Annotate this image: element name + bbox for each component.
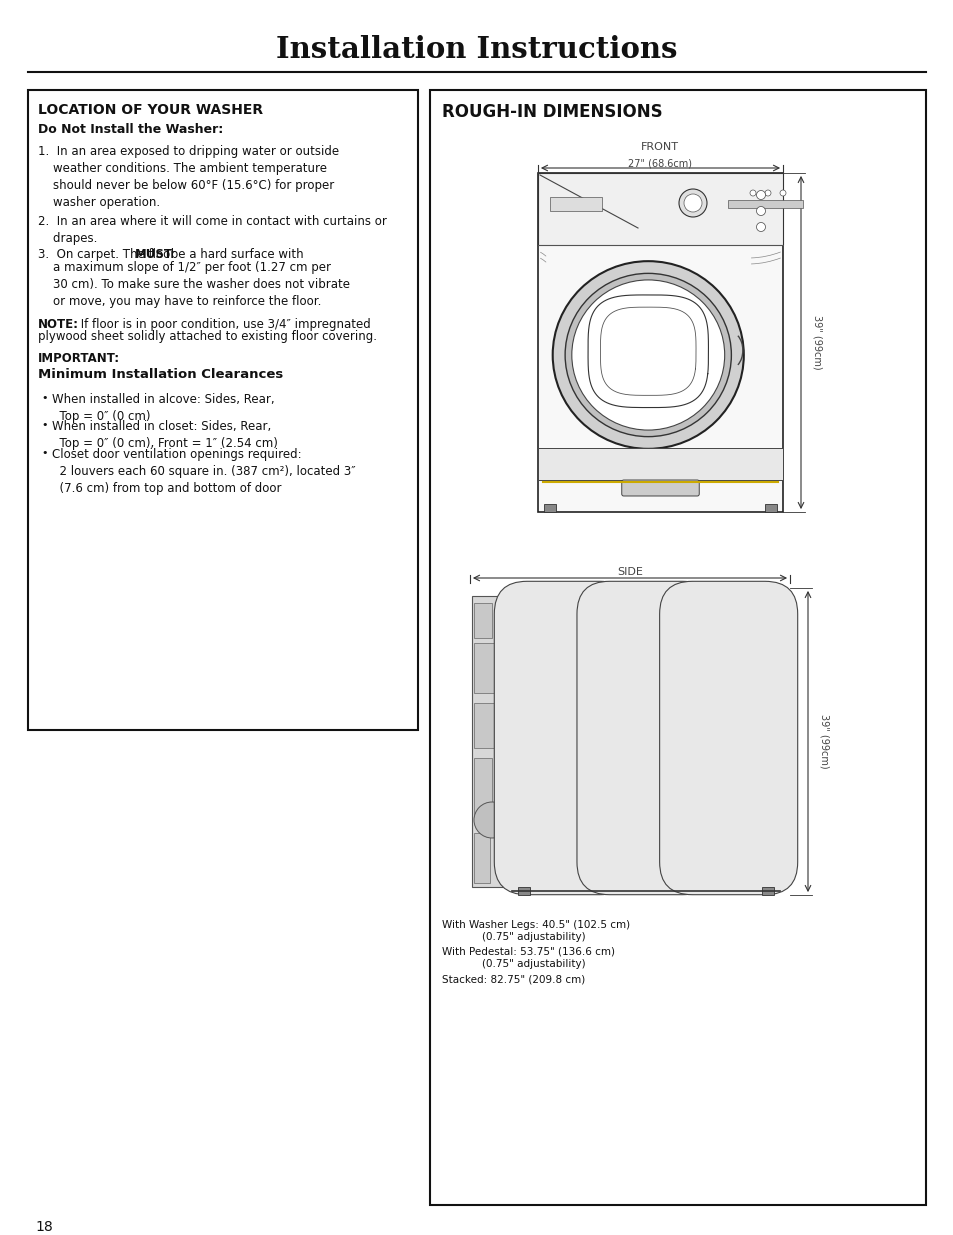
Ellipse shape [474,802,510,839]
Ellipse shape [780,190,785,196]
Text: When installed in closet: Sides, Rear,
  Top = 0″ (0 cm), Front = 1″ (2.54 cm): When installed in closet: Sides, Rear, T… [52,420,277,450]
Text: NOTE:: NOTE: [38,317,79,331]
Ellipse shape [756,206,764,215]
Ellipse shape [564,273,731,437]
Text: 2.  In an area where it will come in contact with curtains or
    drapes.: 2. In an area where it will come in cont… [38,215,387,245]
Bar [472,597,510,887]
Bar [517,887,530,895]
Text: ROUGH-IN DIMENSIONS: ROUGH-IN DIMENSIONS [441,103,662,121]
Ellipse shape [756,190,764,200]
Bar [474,703,494,748]
Bar [474,603,492,638]
Bar [537,448,782,480]
FancyBboxPatch shape [659,582,797,894]
Ellipse shape [756,222,764,231]
Text: 39" (99cm): 39" (99cm) [812,315,822,369]
Bar [764,504,776,513]
FancyBboxPatch shape [621,480,699,496]
Bar [727,200,802,207]
Ellipse shape [679,189,706,217]
Text: be a hard surface with: be a hard surface with [167,248,303,261]
Bar [28,90,417,730]
Text: 39" (99cm): 39" (99cm) [820,714,829,769]
Text: a maximum slope of 1/2″ per foot (1.27 cm per
    30 cm). To make sure the washe: a maximum slope of 1/2″ per foot (1.27 c… [38,261,350,308]
Text: 27" (68.6cm): 27" (68.6cm) [627,158,691,168]
Bar [537,173,782,513]
Bar [761,887,773,895]
Text: With Pedestal: 53.75" (136.6 cm): With Pedestal: 53.75" (136.6 cm) [441,947,615,957]
Ellipse shape [758,757,785,785]
Bar [512,597,780,887]
Text: FRONT: FRONT [640,142,679,152]
Text: When installed in alcove: Sides, Rear,
  Top = 0″ (0 cm): When installed in alcove: Sides, Rear, T… [52,393,274,424]
Ellipse shape [683,194,701,212]
Text: MUST: MUST [135,248,172,261]
Text: Do Not Install the Washer:: Do Not Install the Washer: [38,124,223,136]
FancyBboxPatch shape [494,582,632,894]
Text: 18: 18 [35,1220,52,1234]
Bar [537,173,782,245]
Text: Stacked: 82.75" (209.8 cm): Stacked: 82.75" (209.8 cm) [441,974,584,984]
Bar [543,504,556,513]
Ellipse shape [749,190,755,196]
Bar [430,90,925,1205]
Bar [474,832,490,883]
Text: •: • [41,448,48,458]
Bar [550,198,601,211]
Text: With Washer Legs: 40.5" (102.5 cm): With Washer Legs: 40.5" (102.5 cm) [441,920,630,930]
Text: Minimum Installation Clearances: Minimum Installation Clearances [38,368,283,382]
Text: 3.  On carpet. The floor: 3. On carpet. The floor [38,248,179,261]
Bar [474,758,492,818]
Bar [474,643,496,693]
Text: (0.75" adjustability): (0.75" adjustability) [481,960,585,969]
Text: 34.4" (87.3cm): 34.4" (87.3cm) [593,582,666,592]
Bar [761,597,781,887]
Text: Closet door ventilation openings required:
  2 louvers each 60 square in. (387 c: Closet door ventilation openings require… [52,448,355,495]
Text: plywood sheet solidly attached to existing floor covering.: plywood sheet solidly attached to existi… [38,330,376,343]
FancyBboxPatch shape [577,582,715,894]
Ellipse shape [571,280,724,430]
Ellipse shape [552,261,743,448]
Text: •: • [41,393,48,403]
Text: SIDE: SIDE [617,567,642,577]
Text: Installation Instructions: Installation Instructions [276,36,677,64]
Text: •: • [41,420,48,430]
Text: LOCATION OF YOUR WASHER: LOCATION OF YOUR WASHER [38,103,263,117]
Text: 1.  In an area exposed to dripping water or outside
    weather conditions. The : 1. In an area exposed to dripping water … [38,144,338,209]
Text: If floor is in poor condition, use 3/4″ impregnated: If floor is in poor condition, use 3/4″ … [77,317,371,331]
Text: (0.75" adjustability): (0.75" adjustability) [481,932,585,942]
Text: IMPORTANT:: IMPORTANT: [38,352,120,366]
Ellipse shape [764,190,770,196]
